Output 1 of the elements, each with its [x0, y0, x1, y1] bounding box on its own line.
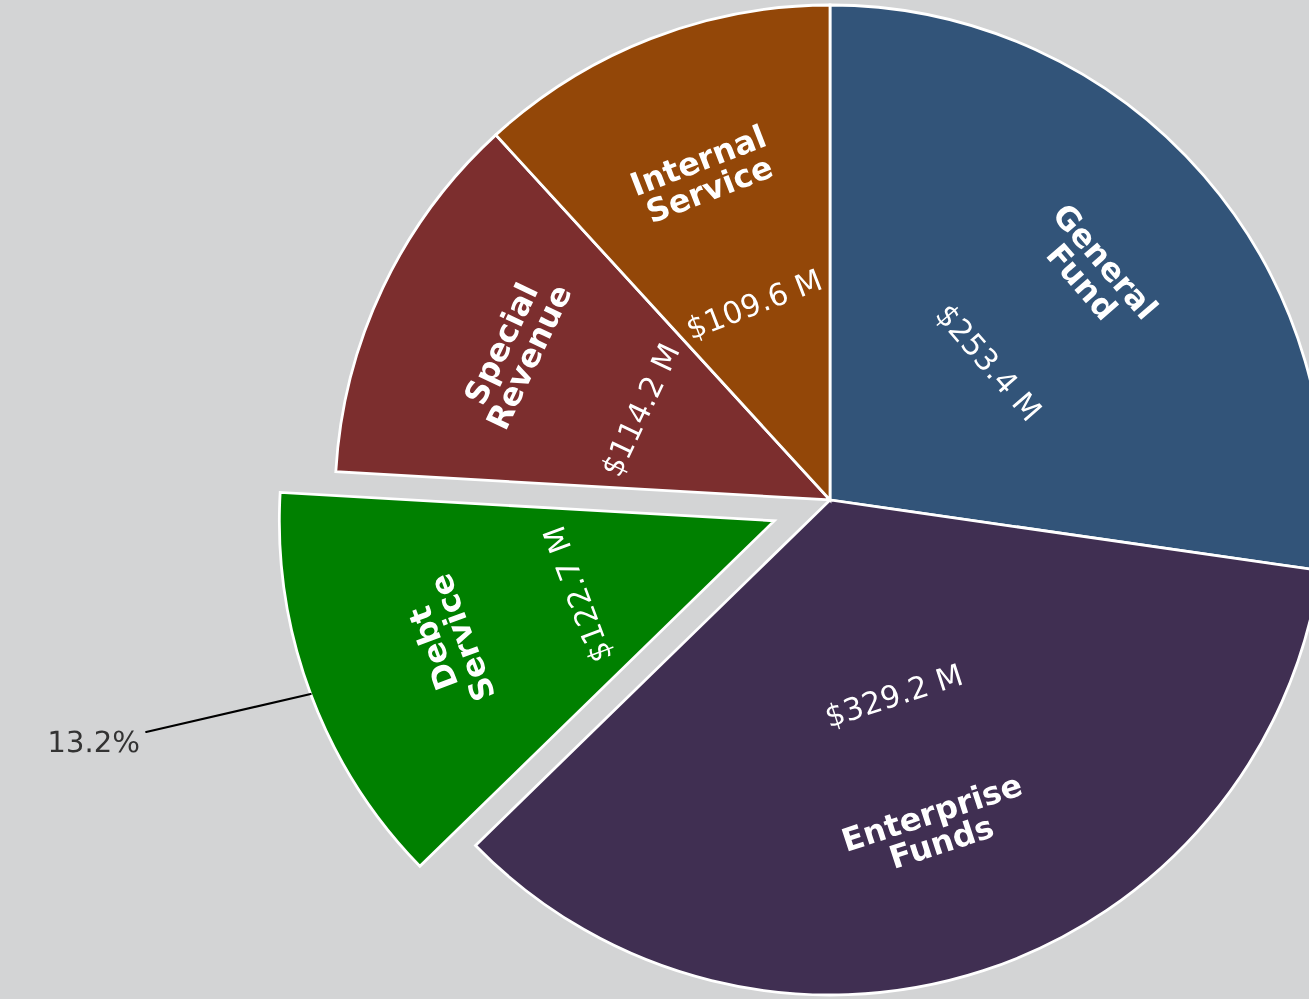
text: 13.2% [50, 730, 139, 753]
